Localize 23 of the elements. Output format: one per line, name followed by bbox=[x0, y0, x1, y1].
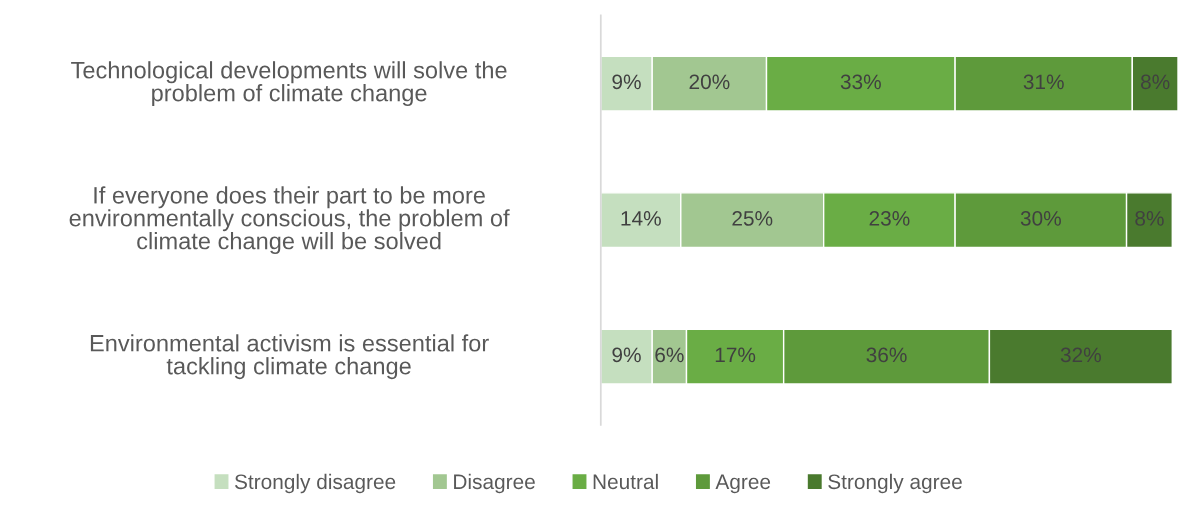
data-label: 8% bbox=[1135, 211, 1164, 226]
legend-label: Neutral bbox=[593, 473, 658, 490]
legend-label: Disagree bbox=[454, 473, 535, 494]
data-label: 32% bbox=[1060, 347, 1101, 363]
y-tick-label: Technological developments will solve the problem of climate change bbox=[71, 61, 507, 107]
data-label: 31% bbox=[1023, 74, 1064, 90]
data-label: 36% bbox=[866, 347, 907, 363]
data-label: 9% bbox=[612, 74, 641, 90]
data-label: 8% bbox=[1140, 74, 1170, 90]
legend-label: Strongly disagree bbox=[234, 473, 396, 494]
data-label: 33% bbox=[840, 74, 881, 90]
data-label: 9% bbox=[612, 347, 641, 363]
legend-label: Agree bbox=[715, 474, 771, 494]
data-label: 23% bbox=[869, 211, 910, 226]
data-label: 14% bbox=[621, 211, 661, 226]
y-tick-label: Environmental activism is essential for tackling climate change bbox=[90, 334, 489, 380]
data-label: 20% bbox=[689, 74, 730, 90]
data-label: 6% bbox=[655, 347, 684, 363]
legend-label: Strongly agree bbox=[828, 473, 962, 494]
y-tick-label: If everyone does their part to be more environmentally conscious, the problem of climate change will be solved bbox=[69, 186, 510, 255]
data-label: 17% bbox=[715, 347, 756, 363]
data-label: 30% bbox=[1020, 211, 1061, 226]
data-label: 25% bbox=[732, 211, 773, 226]
